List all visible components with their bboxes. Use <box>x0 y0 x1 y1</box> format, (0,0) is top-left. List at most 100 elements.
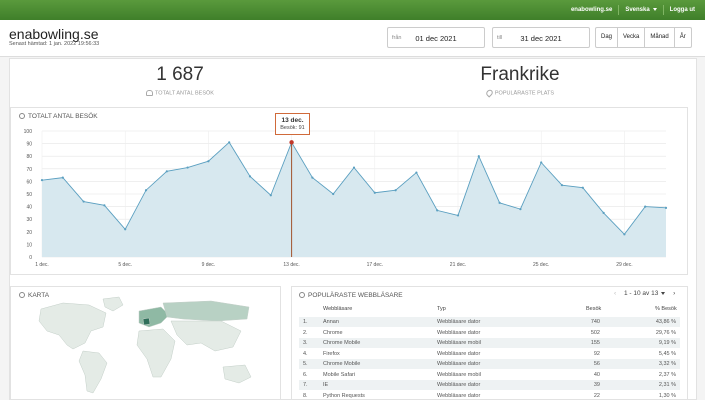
row-number: 8. <box>303 392 308 399</box>
row-number: 4. <box>303 350 308 357</box>
data-point[interactable] <box>644 205 647 208</box>
data-point[interactable] <box>602 211 605 214</box>
visitors-icon <box>19 113 25 120</box>
table-row[interactable]: 2. Chrome Webbläsare dator 502 29,76 % <box>299 328 680 338</box>
y-tick-label: 40 <box>26 205 32 211</box>
col-pct[interactable]: % Besök <box>655 306 677 312</box>
site-link[interactable]: enabowling.se <box>570 7 613 13</box>
data-point[interactable] <box>144 189 148 192</box>
data-point[interactable] <box>40 179 44 182</box>
data-point[interactable] <box>519 208 522 211</box>
y-tick-label: 30 <box>26 217 32 223</box>
data-point[interactable] <box>394 189 397 192</box>
data-point[interactable] <box>61 176 64 179</box>
page-range-dropdown[interactable]: 1 - 10 av 13 <box>624 290 666 297</box>
browser-icon <box>299 292 305 299</box>
row-browser: Annan <box>323 319 339 325</box>
row-visits: 740 <box>590 319 600 325</box>
map-asia[interactable] <box>170 320 242 352</box>
table-row[interactable]: 3. Chrome Mobile Webbläsare mobil 155 9,19 % <box>299 338 680 348</box>
period-selector: Dag Vecka Månad År <box>595 27 692 48</box>
data-point[interactable] <box>664 206 668 209</box>
data-point[interactable] <box>415 171 418 174</box>
row-pct: 9,19 % <box>658 340 676 346</box>
col-visits[interactable]: Besök <box>586 306 602 312</box>
map-russia[interactable] <box>162 300 250 322</box>
x-tick-label: 1 dec. <box>35 262 49 268</box>
row-number: 6. <box>303 371 308 378</box>
y-tick-label: 70 <box>26 167 32 173</box>
table-row[interactable]: 4. Firefox Webbläsare dator 92 5,45 % <box>299 349 680 359</box>
chart-title: TOTALT ANTAL BESÖK <box>19 113 98 120</box>
map-france[interactable] <box>142 317 151 326</box>
row-visits: 39 <box>593 382 600 388</box>
period-week-button[interactable]: Vecka <box>618 28 646 47</box>
kpi-place-caption: POPULÄRASTE PLATS <box>440 88 600 98</box>
period-month-button[interactable]: Månad <box>645 28 675 47</box>
row-browser: Mobile Safari <box>323 371 356 378</box>
data-point[interactable] <box>332 192 335 196</box>
data-point[interactable] <box>82 200 85 203</box>
row-number: 3. <box>303 340 308 346</box>
data-point[interactable] <box>289 140 294 145</box>
y-tick-label: 80 <box>26 154 32 160</box>
kpi-visits-caption: TOTALT ANTAL BESÖK <box>110 90 250 96</box>
table-row[interactable]: 5. Chrome Mobile Webbläsare dator 56 3,32 % <box>299 359 680 369</box>
map-greenland[interactable] <box>102 296 124 312</box>
y-tick-label: 0 <box>29 255 32 261</box>
table-row[interactable]: 8. Python Requests Webbläsare dator 22 1,30 … <box>299 391 680 400</box>
row-type: Webbläsare dator <box>437 361 481 367</box>
data-point[interactable] <box>456 214 460 217</box>
row-number: 2. <box>303 329 308 336</box>
kpi-popular-place: Frankrike POPULÄRASTE PLATS <box>440 64 600 98</box>
data-point[interactable] <box>373 191 376 194</box>
data-point[interactable] <box>623 233 626 236</box>
data-point[interactable] <box>560 184 564 187</box>
period-year-button[interactable]: År <box>679 34 686 40</box>
world-map[interactable] <box>11 287 282 400</box>
table-row[interactable]: 1. Annan Webbläsare dator 740 43,86 % <box>299 317 680 327</box>
data-point[interactable] <box>103 204 106 207</box>
x-tick-label: 25 dec. <box>533 262 549 268</box>
page-header: enabowling.se Senast hämtad: 1 jan. 2022… <box>0 20 705 57</box>
data-point[interactable] <box>540 161 543 164</box>
data-point[interactable] <box>207 160 210 163</box>
row-pct: 2,31 % <box>658 382 676 388</box>
date-to-field[interactable]: till 31 dec 2021 <box>492 27 590 48</box>
data-point[interactable] <box>352 166 356 169</box>
table-row[interactable]: 7. IE Webbläsare dator 39 2,31 % <box>299 380 680 390</box>
row-browser: Chrome <box>323 329 343 336</box>
map-north-america[interactable] <box>38 302 107 350</box>
row-type: Webbläsare dator <box>437 350 481 357</box>
data-point[interactable] <box>436 209 439 212</box>
prev-page-button[interactable]: ‹ <box>614 290 617 297</box>
map-europe[interactable] <box>138 306 170 328</box>
map-south-america[interactable] <box>78 350 108 394</box>
next-page-button[interactable]: › <box>673 290 676 297</box>
data-point[interactable] <box>269 194 272 197</box>
data-point[interactable] <box>165 170 168 173</box>
x-tick-label: 13 dec. <box>283 262 299 268</box>
period-day-button[interactable]: Dag <box>596 28 619 47</box>
row-visits: 92 <box>593 350 600 357</box>
logout-link[interactable]: Logga ut <box>669 7 695 13</box>
data-point[interactable] <box>498 201 501 204</box>
row-type: Webbläsare mobil <box>437 371 481 378</box>
data-point[interactable] <box>186 166 189 169</box>
col-browser[interactable]: Webbläsare <box>323 306 353 312</box>
data-point[interactable] <box>124 228 127 231</box>
map-australia[interactable] <box>222 364 252 384</box>
language-dropdown[interactable]: Svenska <box>619 7 662 13</box>
data-point[interactable] <box>477 155 480 158</box>
table-row[interactable]: 6. Mobile Safari Webbläsare mobil 40 2,37 % <box>299 370 680 380</box>
map-africa[interactable] <box>136 328 176 378</box>
col-type[interactable]: Typ <box>437 306 446 312</box>
data-point[interactable] <box>248 175 252 178</box>
data-point[interactable] <box>581 186 584 189</box>
data-point[interactable] <box>311 176 314 179</box>
row-visits: 502 <box>590 329 600 336</box>
date-from-field[interactable]: från 01 dec 2021 <box>387 27 485 48</box>
last-fetched: Senast hämtad: 1 jan. 2022 19:56:33 <box>9 41 100 47</box>
kpi-place-value: Frankrike <box>480 64 560 85</box>
data-point[interactable] <box>228 141 231 144</box>
